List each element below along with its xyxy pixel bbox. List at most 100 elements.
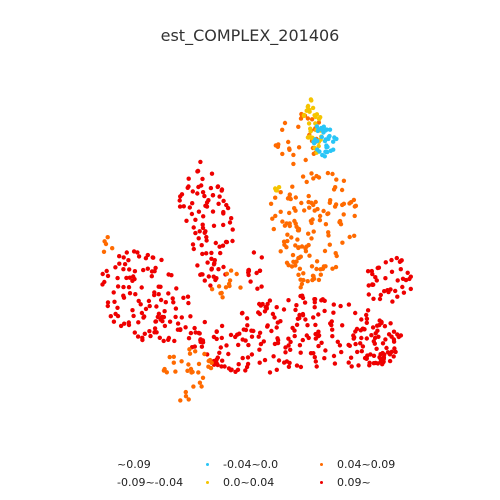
map-point	[365, 308, 371, 313]
map-point	[243, 368, 248, 373]
map-point	[314, 266, 319, 272]
map-point	[298, 364, 304, 370]
map-point	[255, 286, 260, 291]
map-point	[187, 347, 192, 352]
map-point	[310, 217, 315, 222]
map-point	[228, 368, 234, 373]
map-point	[330, 334, 335, 339]
map-point	[221, 222, 226, 228]
map-point	[278, 209, 283, 214]
map-point	[309, 264, 315, 269]
map-point	[302, 300, 308, 305]
map-point	[166, 272, 171, 277]
map-point	[382, 324, 388, 329]
map-point	[238, 285, 243, 290]
map-point	[204, 234, 209, 240]
map-point	[209, 250, 214, 256]
map-point	[214, 329, 219, 334]
map-point	[183, 389, 188, 395]
map-point	[312, 355, 317, 360]
map-point	[360, 344, 366, 349]
map-point	[280, 127, 285, 132]
map-point	[102, 239, 107, 244]
map-point	[339, 349, 344, 355]
map-point	[146, 298, 152, 304]
map-point	[224, 239, 230, 245]
map-point	[262, 309, 268, 314]
map-point	[310, 273, 316, 278]
map-point	[318, 115, 323, 120]
map-point	[315, 147, 320, 152]
legend-label: -0.09~-0.04	[117, 475, 184, 489]
legend-marker	[206, 480, 209, 484]
map-point	[300, 337, 305, 343]
map-point	[341, 178, 347, 183]
map-point	[352, 233, 357, 238]
map-point	[383, 276, 388, 281]
map-point	[225, 205, 231, 211]
map-point	[394, 255, 399, 261]
map-point	[369, 333, 374, 338]
map-point	[367, 363, 372, 368]
map-point	[377, 296, 383, 302]
map-point	[274, 305, 279, 310]
map-point	[200, 176, 205, 182]
map-point	[312, 300, 317, 305]
map-point	[373, 275, 378, 280]
map-point	[191, 225, 196, 230]
map-point	[286, 364, 292, 369]
map-point	[140, 337, 145, 343]
map-point	[302, 208, 307, 213]
map-point	[186, 362, 191, 367]
map-point	[188, 330, 194, 336]
map-point	[295, 316, 301, 321]
map-point	[195, 263, 200, 268]
map-point	[376, 265, 382, 270]
map-point	[303, 317, 308, 322]
map-point	[161, 368, 167, 373]
map-point	[320, 127, 325, 133]
map-point	[340, 240, 345, 245]
map-point	[353, 203, 359, 208]
map-point	[251, 328, 256, 334]
plot-title: est_COMPLEX_201406	[160, 26, 340, 45]
map-point	[196, 361, 202, 367]
map-point	[142, 314, 147, 319]
map-point	[388, 287, 393, 292]
map-point	[280, 151, 285, 157]
map-point	[202, 319, 207, 325]
map-point	[295, 237, 300, 242]
map-point	[228, 268, 234, 273]
map-point	[240, 355, 245, 361]
map-point	[327, 127, 333, 132]
legend-marker	[320, 480, 323, 484]
map-point	[149, 274, 154, 279]
map-point	[240, 337, 245, 342]
map-point	[254, 270, 259, 276]
map-point	[197, 380, 203, 385]
map-point	[245, 355, 251, 360]
map-point	[401, 290, 407, 295]
map-point	[400, 284, 405, 290]
map-point	[298, 116, 304, 121]
map-point	[193, 217, 198, 222]
map-point	[148, 333, 153, 339]
legend-entry: 0.09~	[320, 474, 371, 490]
map-point	[178, 327, 183, 333]
map-point	[341, 201, 347, 206]
map-point	[393, 349, 398, 355]
map-point	[305, 323, 310, 328]
map-point	[374, 346, 379, 351]
map-point	[276, 358, 282, 363]
map-point	[209, 171, 215, 176]
map-point	[245, 323, 250, 328]
legend-label: -0.04~0.0	[223, 457, 279, 471]
map-point	[227, 278, 233, 283]
map-point	[306, 242, 311, 248]
map-point	[323, 348, 328, 353]
map-point	[339, 187, 345, 193]
map-point	[212, 258, 217, 263]
map-point	[364, 336, 369, 341]
map-point	[275, 340, 281, 346]
map-point	[366, 283, 371, 288]
